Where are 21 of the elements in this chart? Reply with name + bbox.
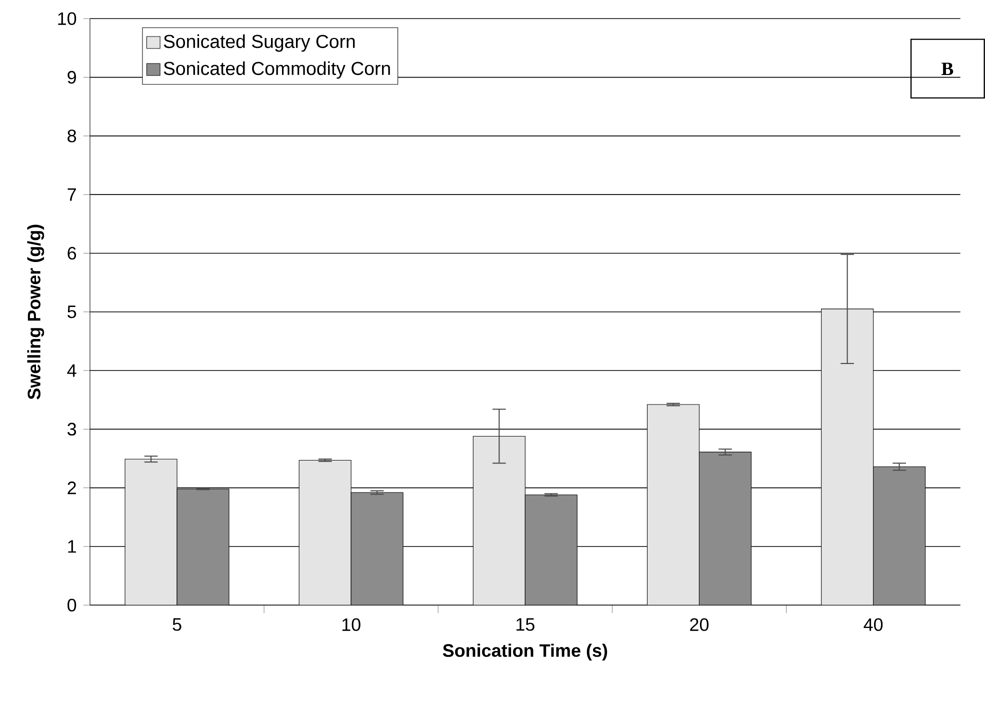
x-tick-label: 5: [172, 618, 182, 631]
y-axis-title: Swelling Power (g/g): [27, 224, 44, 400]
x-tick-label: 10: [342, 618, 360, 632]
x-tick-label: 20: [690, 618, 709, 632]
y-tick-label: 7: [68, 188, 76, 201]
y-tick-label: 5: [68, 306, 76, 318]
x-tick-label: 40: [864, 618, 883, 632]
annotation: B: [942, 62, 954, 76]
y-tick-label: 4: [67, 364, 76, 377]
y-tick-label: 8: [68, 130, 76, 142]
x-axis-title: Sonication Time (s): [442, 644, 608, 661]
y-tick-label: 6: [68, 246, 76, 260]
y-tick-label: 10: [58, 12, 76, 26]
y-tick-label: 9: [68, 71, 76, 84]
legend-label: Sonicated Commodity Corn: [164, 61, 390, 79]
x-tick-label: 15: [516, 618, 534, 631]
y-tick-label: 3: [68, 422, 76, 436]
y-tick-label: 2: [68, 482, 76, 494]
legend-label: Sonicated Sugary Corn: [164, 34, 355, 52]
y-tick-label: 1: [68, 540, 76, 553]
y-tick-label: 0: [68, 598, 76, 612]
